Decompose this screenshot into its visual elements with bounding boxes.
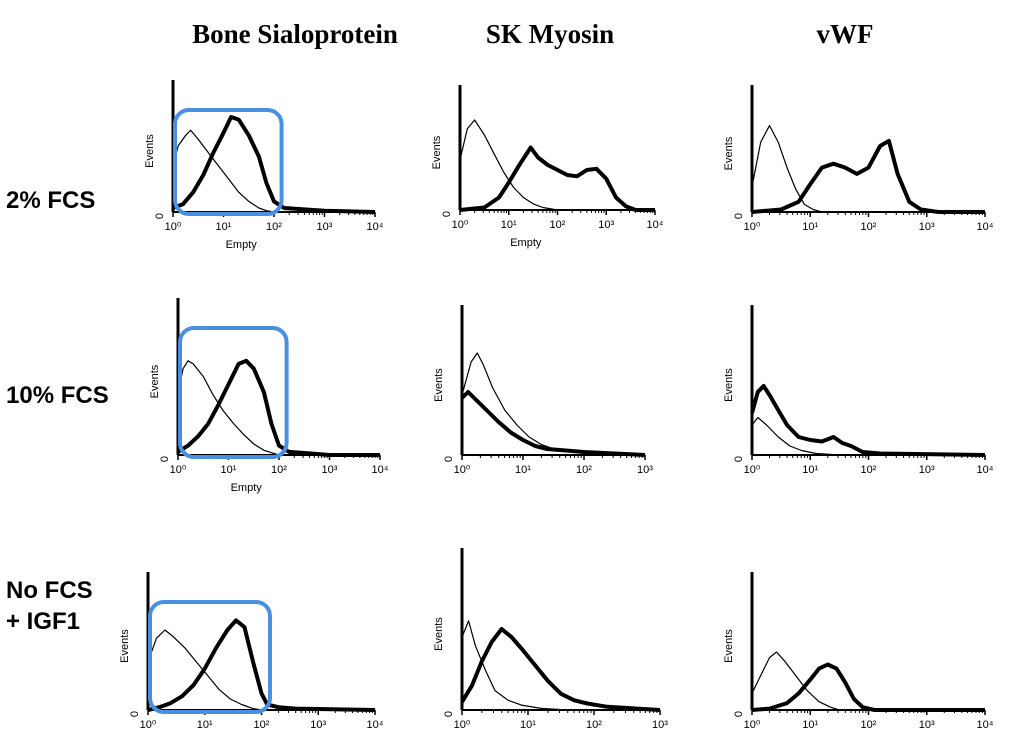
vwf-nofcs-x-tick-label-4: 10⁴ <box>977 719 994 731</box>
vwf-2fcs-y-zero-label: 0 <box>733 213 745 219</box>
column-title-sk-myosin: SK Myosin <box>485 19 615 49</box>
skm-nofcs-x-tick-label-3: 10³ <box>652 719 668 731</box>
skm-2fcs-x-tick-label-1: 10¹ <box>501 219 517 231</box>
skm-2fcs-x-tick-label-4: 10⁴ <box>647 219 664 231</box>
vwf-nofcs-x-tick-label-0: 10⁰ <box>744 719 761 731</box>
bsp-2fcs-highlight-box <box>173 108 284 216</box>
bsp-10fcs-highlight-box <box>178 326 289 459</box>
skm-2fcs-series-stained <box>459 145 655 212</box>
column-title-bone-sialoprotein: Bone Sialoprotein <box>192 19 398 49</box>
vwf-10fcs-series-stained <box>750 384 986 457</box>
vwf-2fcs-x-tick-label-2: 10² <box>861 221 877 233</box>
vwf-10fcs-x-tick-label-0: 10⁰ <box>744 464 761 476</box>
skm-nofcs-x-tick-label-2: 10² <box>586 719 602 731</box>
bsp-2fcs-series-control <box>172 129 275 213</box>
bsp-10fcs-x-tick-label-1: 10¹ <box>221 464 237 476</box>
bsp-nofcs-y-zero-label: 0 <box>129 711 141 717</box>
skm-10fcs-x-tick-label-2: 10² <box>576 464 592 476</box>
row-label-2-fcs: 2% FCS <box>6 185 95 216</box>
bsp-2fcs-x-tick-label-2: 10² <box>266 221 282 233</box>
skm-10fcs-x-tick-label-0: 10⁰ <box>454 464 471 476</box>
bsp-2fcs-series-stained <box>172 115 376 214</box>
skm-2fcs-x-tick-label-0: 10⁰ <box>452 219 469 231</box>
bsp-10fcs-x-axis-label: Empty <box>231 482 263 494</box>
vwf-nofcs-x-tick-label-1: 10¹ <box>802 719 818 731</box>
bsp-2fcs-x-axis-label: Empty <box>226 239 258 251</box>
row-label-line: 10% FCS <box>6 382 109 409</box>
vwf-2fcs-x-tick-label-4: 10⁴ <box>977 221 994 233</box>
bsp-nofcs-x-tick-label-3: 10³ <box>310 719 326 731</box>
skm-10fcs-x-tick-label-3: 10³ <box>637 464 653 476</box>
skm-nofcs-series-control <box>461 620 660 711</box>
row-label-line: + IGF1 <box>6 608 81 635</box>
skm-2fcs-y-axis-label: Events <box>431 135 443 169</box>
skm-10fcs-y-zero-label: 0 <box>443 456 455 462</box>
bsp-nofcs-series-stained <box>147 618 376 712</box>
skm-nofcs-y-axis-label: Events <box>433 617 445 651</box>
bsp-10fcs-y-zero-label: 0 <box>159 456 171 462</box>
bsp-2fcs-x-tick-label-0: 10⁰ <box>165 221 182 233</box>
row-label-no-fcs-igf1: No FCS + IGF1 <box>6 575 93 637</box>
bsp-10fcs-x-tick-label-4: 10⁴ <box>372 464 389 476</box>
vwf-2fcs-y-axis-label: Events <box>723 136 735 170</box>
skm-10fcs-series-stained <box>460 390 646 457</box>
skm-2fcs-series-control <box>459 119 558 211</box>
skm-nofcs-y-zero-label: 0 <box>443 711 455 717</box>
vwf-2fcs-x-tick-label-3: 10³ <box>919 221 935 233</box>
bsp-nofcs-x-tick-label-0: 10⁰ <box>140 719 157 731</box>
bsp-nofcs-highlight-box <box>148 600 273 714</box>
skm-nofcs-series-stained <box>460 627 661 712</box>
bsp-10fcs-x-tick-label-3: 10³ <box>322 464 338 476</box>
vwf-10fcs-x-tick-label-4: 10⁴ <box>977 464 994 476</box>
bsp-2fcs-x-tick-label-4: 10⁴ <box>367 221 384 233</box>
skm-10fcs-y-axis-label: Events <box>433 368 445 402</box>
vwf-2fcs-x-tick-label-1: 10¹ <box>802 221 818 233</box>
vwf-2fcs-series-control <box>751 124 985 213</box>
skm-nofcs-x-tick-label-1: 10¹ <box>520 719 536 731</box>
bsp-10fcs-x-tick-label-2: 10² <box>271 464 287 476</box>
skm-nofcs-x-tick-label-0: 10⁰ <box>454 719 471 731</box>
skm-2fcs-y-zero-label: 0 <box>441 211 453 217</box>
vwf-10fcs-y-zero-label: 0 <box>733 456 745 462</box>
vwf-2fcs-series-stained <box>751 138 985 214</box>
bsp-2fcs-y-zero-label: 0 <box>154 213 166 219</box>
vwf-10fcs-x-tick-label-2: 10² <box>861 464 877 476</box>
vwf-nofcs-x-tick-label-2: 10² <box>861 719 877 731</box>
vwf-nofcs-series-stained <box>751 662 985 712</box>
row-label-line: 2% FCS <box>6 187 96 214</box>
bsp-nofcs-x-tick-label-2: 10² <box>254 719 270 731</box>
bsp-nofcs-y-axis-label: Events <box>119 629 131 663</box>
bsp-2fcs-y-axis-label: Events <box>144 134 156 168</box>
vwf-nofcs-y-axis-label: Events <box>723 629 735 663</box>
bsp-2fcs-x-tick-label-1: 10¹ <box>216 221 232 233</box>
bsp-10fcs-x-tick-label-0: 10⁰ <box>170 464 187 476</box>
vwf-10fcs-x-tick-label-3: 10³ <box>919 464 935 476</box>
skm-2fcs-x-tick-label-2: 10² <box>550 219 566 231</box>
skm-2fcs-x-tick-label-3: 10³ <box>598 219 614 231</box>
skm-10fcs-x-tick-label-1: 10¹ <box>515 464 531 476</box>
bsp-10fcs-series-control <box>177 360 280 456</box>
vwf-nofcs-y-zero-label: 0 <box>733 711 745 717</box>
vwf-10fcs-x-tick-label-1: 10¹ <box>802 464 818 476</box>
bsp-10fcs-y-axis-label: Events <box>149 364 161 398</box>
skm-10fcs-series-control <box>461 352 646 456</box>
skm-2fcs-x-axis-label: Empty <box>510 237 542 249</box>
bsp-nofcs-x-tick-label-4: 10⁴ <box>367 719 384 731</box>
vwf-nofcs-x-tick-label-3: 10³ <box>919 719 935 731</box>
vwf-10fcs-y-axis-label: Events <box>723 368 735 402</box>
row-label-10-fcs: 10% FCS <box>6 380 109 411</box>
vwf-10fcs-series-control <box>751 416 985 456</box>
bsp-2fcs-x-tick-label-3: 10³ <box>317 221 333 233</box>
vwf-2fcs-x-tick-label-0: 10⁰ <box>744 221 761 233</box>
vwf-nofcs-series-control <box>751 651 985 711</box>
bsp-10fcs-series-stained <box>176 358 380 457</box>
bsp-nofcs-series-control <box>147 629 375 711</box>
column-title-vwf: vWF <box>816 19 874 49</box>
bsp-nofcs-x-tick-label-1: 10¹ <box>197 719 213 731</box>
row-label-line: No FCS <box>6 577 93 604</box>
